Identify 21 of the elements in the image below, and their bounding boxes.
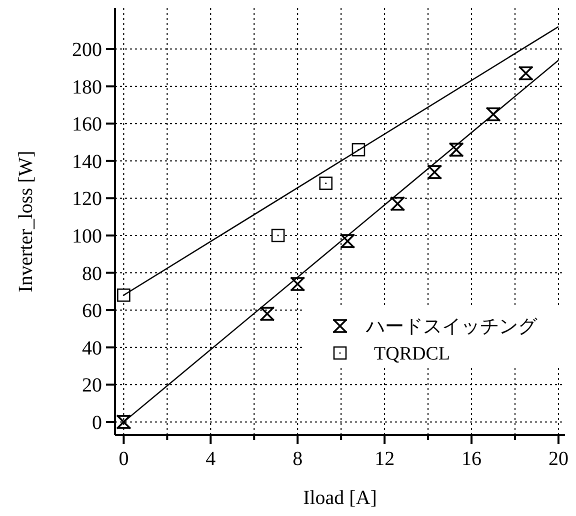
y-tick-label: 120 [72,188,102,210]
x-tick-label: 0 [118,448,129,470]
legend-label: TQRDCL [374,344,450,365]
legend-label: ハードスイッチング [365,316,538,338]
x-tick-label: 20 [548,448,568,470]
y-tick-label: 20 [82,374,102,397]
y-tick-label: 200 [72,39,102,62]
y-tick-label: 160 [72,114,102,136]
y-axis-title: Inverter_loss [W] [15,150,37,292]
y-tick-label: 180 [72,76,102,98]
x-tick-label: 4 [206,448,216,470]
y-tick-label: 140 [72,150,102,173]
y-tick-label: 60 [82,300,102,322]
x-tick-label: 12 [374,448,395,470]
y-tick-label: 40 [82,337,102,360]
y-tick-label: 80 [82,262,102,285]
y-tick-label: 0 [92,412,102,434]
x-tick-label: 16 [462,448,482,470]
x-tick-label: 8 [292,448,303,470]
x-axis-title: Iload [A] [303,487,377,509]
y-tick-label: 100 [72,225,102,248]
